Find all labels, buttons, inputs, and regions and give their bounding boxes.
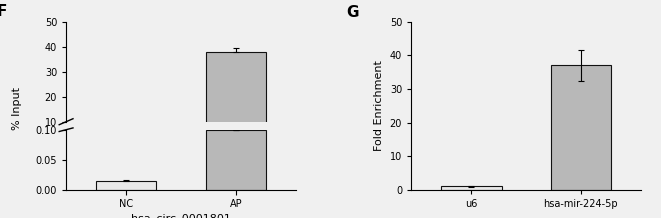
Text: % Input: % Input xyxy=(11,87,22,131)
Y-axis label: Fold Enrichment: Fold Enrichment xyxy=(374,60,384,151)
Text: G: G xyxy=(347,5,359,20)
X-axis label: hsa_circ_0001801: hsa_circ_0001801 xyxy=(131,214,231,218)
Bar xyxy=(206,52,266,147)
Bar xyxy=(97,181,157,190)
Bar xyxy=(442,186,502,190)
Text: F: F xyxy=(0,4,7,19)
Bar xyxy=(206,130,266,190)
Bar xyxy=(551,65,611,190)
